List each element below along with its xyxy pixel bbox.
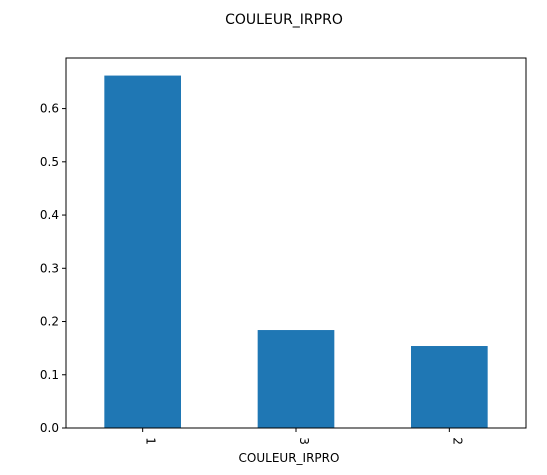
bars-group <box>104 75 488 428</box>
bar-1 <box>104 75 181 428</box>
y-tick-label: 0.3 <box>40 261 59 275</box>
x-axis: 1 3 2 <box>142 428 464 445</box>
bar-2 <box>411 346 488 428</box>
y-tick-label: 0.6 <box>40 102 59 116</box>
chart-title: COULEUR_IRPRO <box>225 12 343 28</box>
y-tick-label: 0.5 <box>40 155 59 169</box>
y-tick-label: 0.4 <box>40 208 59 222</box>
plot-frame <box>65 57 527 429</box>
y-axis: 0.0 0.1 0.2 0.3 0.4 0.5 0.6 <box>40 102 66 435</box>
x-tick-label-2: 2 <box>450 437 464 445</box>
y-tick-label: 0.0 <box>40 421 59 435</box>
x-tick-label-1: 1 <box>144 437 158 445</box>
y-tick-label: 0.1 <box>40 368 59 382</box>
bar-3 <box>257 330 335 428</box>
x-tick-label-3: 3 <box>297 437 311 445</box>
x-axis-label: COULEUR_IRPRO <box>239 451 340 465</box>
y-tick-label: 0.2 <box>40 315 59 329</box>
